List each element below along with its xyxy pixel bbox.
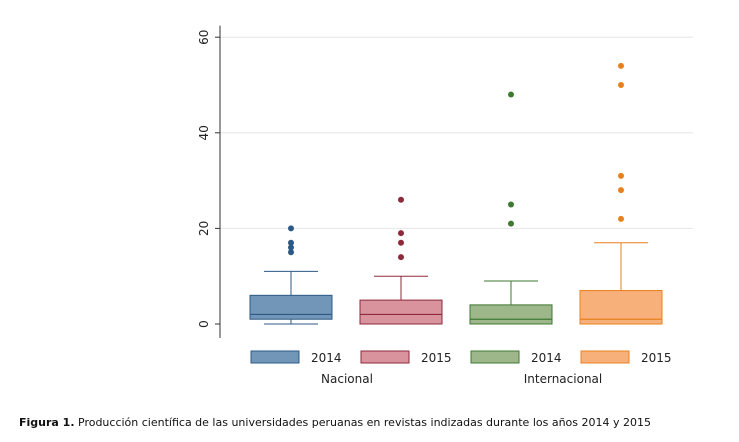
outlier-point <box>508 220 514 227</box>
outlier-point <box>618 62 624 69</box>
outlier-point <box>618 215 624 222</box>
outlier-point <box>398 196 404 203</box>
outlier-point <box>288 244 294 251</box>
legend: 2014 2015 2014 2015 Nacional Internacional <box>250 350 672 386</box>
legend-label: 2014 <box>531 351 562 365</box>
outlier-point <box>508 91 514 98</box>
figure-caption: Figura 1. Producción científica de las u… <box>19 416 734 429</box>
y-tick-label: 60 <box>197 30 211 45</box>
box-body <box>469 304 553 325</box>
outlier-point <box>618 187 624 194</box>
legend-swatch <box>250 350 300 364</box>
outlier-point <box>288 225 294 232</box>
caption-label: Figura 1. <box>19 416 75 429</box>
box-body <box>359 299 443 325</box>
box-nacional-2015 <box>359 196 443 325</box>
y-axis: 0 20 40 60 <box>197 25 221 338</box>
outlier-point <box>288 239 294 246</box>
outlier-point <box>508 201 514 208</box>
legend-label: 2015 <box>421 351 452 365</box>
legend-swatch <box>470 350 520 364</box>
box-body <box>249 294 333 320</box>
y-tick-label: 20 <box>197 221 211 236</box>
box-internacional-2015 <box>579 62 663 325</box>
boxes <box>249 62 663 325</box>
y-tick-label: 40 <box>197 125 211 140</box>
legend-group-label: Nacional <box>321 372 373 386</box>
outlier-point <box>398 239 404 246</box>
outlier-point <box>618 172 624 179</box>
y-tick-label: 0 <box>197 320 211 328</box>
outlier-point <box>618 82 624 88</box>
box-internacional-2014 <box>469 91 553 325</box>
legend-label: 2015 <box>641 351 672 365</box>
box-body <box>579 290 663 325</box>
outlier-point <box>398 230 404 237</box>
legend-swatch <box>580 350 630 364</box>
legend-group-label: Internacional <box>524 372 602 386</box>
outlier-point <box>288 249 294 256</box>
grid-lines <box>220 36 693 229</box>
legend-label: 2014 <box>311 351 342 365</box>
outlier-point <box>398 254 404 261</box>
caption-text: Producción científica de las universidad… <box>78 416 651 429</box>
box-nacional-2014 <box>249 225 333 325</box>
legend-swatch <box>360 350 410 364</box>
